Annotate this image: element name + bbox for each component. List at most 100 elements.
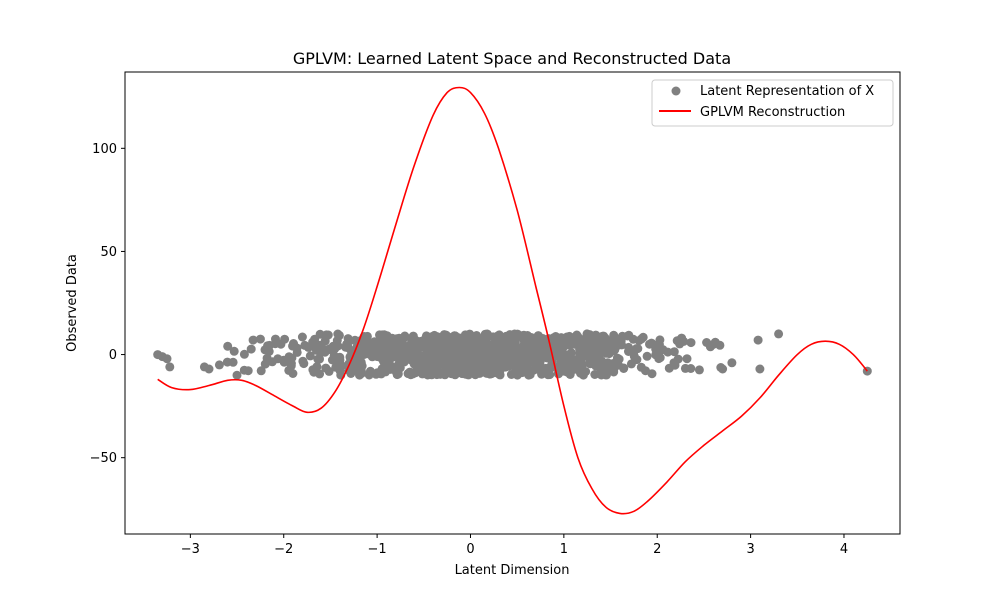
scatter-point bbox=[554, 338, 564, 348]
scatter-point bbox=[686, 338, 696, 348]
scatter-layer bbox=[153, 329, 872, 380]
scatter-point bbox=[367, 352, 377, 362]
scatter-point bbox=[263, 341, 273, 351]
y-tick-label: 0 bbox=[109, 348, 117, 363]
scatter-point bbox=[466, 332, 476, 342]
y-tick-label: 100 bbox=[92, 142, 117, 157]
scatter-point bbox=[332, 340, 342, 350]
scatter-point bbox=[453, 339, 463, 349]
x-tick-label: 1 bbox=[560, 542, 568, 557]
x-axis-ticks: −3 −2 −1 0 1 2 3 4 bbox=[181, 534, 848, 557]
scatter-point bbox=[501, 335, 511, 345]
axes-frame bbox=[124, 71, 901, 535]
scatter-point bbox=[624, 347, 633, 356]
scatter-point bbox=[710, 337, 720, 347]
scatter-point bbox=[288, 341, 298, 351]
scatter-point bbox=[427, 362, 437, 372]
scatter-point bbox=[552, 347, 562, 357]
chart-title: GPLVM: Learned Latent Space and Reconstr… bbox=[293, 49, 731, 68]
scatter-point bbox=[243, 366, 253, 376]
scatter-point bbox=[522, 335, 532, 345]
scatter-point bbox=[409, 359, 419, 369]
scatter-point bbox=[411, 343, 421, 353]
scatter-point bbox=[402, 352, 412, 362]
legend-scatter-marker bbox=[671, 86, 681, 96]
scatter-point bbox=[626, 359, 636, 369]
scatter-point bbox=[433, 337, 443, 347]
scatter-point bbox=[333, 329, 343, 339]
scatter-point bbox=[527, 342, 537, 352]
scatter-point bbox=[421, 331, 431, 341]
scatter-point bbox=[223, 341, 233, 351]
scatter-point bbox=[300, 340, 310, 350]
x-tick-label: 0 bbox=[466, 542, 474, 557]
scatter-point bbox=[727, 358, 737, 368]
scatter-point bbox=[360, 342, 370, 352]
scatter-point bbox=[354, 350, 364, 360]
scatter-point bbox=[564, 340, 574, 350]
x-tick-label: −2 bbox=[274, 542, 293, 557]
scatter-point bbox=[377, 331, 387, 341]
x-tick-label: −3 bbox=[181, 542, 200, 557]
scatter-point bbox=[162, 354, 172, 364]
scatter-point bbox=[642, 351, 652, 361]
scatter-point bbox=[634, 336, 644, 346]
scatter-point bbox=[619, 363, 629, 373]
scatter-point bbox=[608, 335, 618, 345]
scatter-point bbox=[517, 349, 527, 359]
scatter-point bbox=[598, 343, 608, 353]
scatter-point bbox=[321, 330, 331, 340]
scatter-point bbox=[399, 333, 409, 343]
scatter-point bbox=[673, 354, 683, 364]
scatter-point bbox=[453, 367, 463, 376]
y-tick-label: 50 bbox=[100, 245, 117, 260]
scatter-point bbox=[602, 370, 611, 380]
scatter-point bbox=[297, 332, 307, 342]
x-tick-label: 4 bbox=[840, 542, 848, 557]
scatter-point bbox=[501, 358, 511, 368]
scatter-point bbox=[381, 367, 390, 377]
y-tick-label: −50 bbox=[90, 451, 117, 466]
scatter-point bbox=[561, 354, 570, 364]
scatter-point bbox=[753, 335, 763, 345]
legend-label-scatter: Latent Representation of X bbox=[700, 84, 874, 99]
scatter-point bbox=[518, 359, 528, 369]
y-axis-ticks: −50 0 50 100 bbox=[90, 142, 125, 466]
scatter-point bbox=[641, 366, 650, 376]
scatter-point bbox=[276, 339, 286, 349]
scatter-point bbox=[419, 342, 429, 352]
scatter-point bbox=[255, 334, 265, 344]
scatter-point bbox=[214, 360, 224, 370]
scatter-point bbox=[462, 362, 472, 372]
scatter-point bbox=[248, 335, 258, 345]
x-axis-label: Latent Dimension bbox=[455, 563, 570, 578]
scatter-point bbox=[566, 348, 576, 358]
legend-label-line: GPLVM Reconstruction bbox=[700, 105, 845, 120]
scatter-point bbox=[444, 367, 454, 377]
scatter-point bbox=[256, 366, 266, 376]
y-axis-label: Observed Data bbox=[65, 254, 80, 352]
scatter-point bbox=[774, 329, 784, 339]
scatter-point bbox=[484, 357, 494, 367]
scatter-point bbox=[204, 364, 214, 374]
scatter-point bbox=[682, 354, 692, 364]
x-tick-label: 3 bbox=[746, 542, 754, 557]
scatter-point bbox=[572, 330, 582, 340]
scatter-point bbox=[526, 356, 536, 366]
scatter-point bbox=[284, 365, 294, 375]
scatter-point bbox=[610, 359, 620, 369]
scatter-point bbox=[311, 345, 321, 355]
scatter-point bbox=[513, 329, 522, 339]
scatter-point bbox=[645, 339, 654, 349]
legend: Latent Representation of X GPLVM Reconst… bbox=[651, 79, 894, 127]
scatter-point bbox=[365, 366, 375, 376]
scatter-point bbox=[344, 343, 353, 353]
scatter-point bbox=[347, 363, 357, 372]
x-tick-label: −1 bbox=[368, 542, 387, 557]
scatter-point bbox=[597, 356, 607, 366]
scatter-point bbox=[406, 370, 416, 380]
reconstruction-line bbox=[157, 86, 868, 515]
scatter-point bbox=[165, 362, 175, 372]
scatter-point bbox=[529, 333, 539, 343]
